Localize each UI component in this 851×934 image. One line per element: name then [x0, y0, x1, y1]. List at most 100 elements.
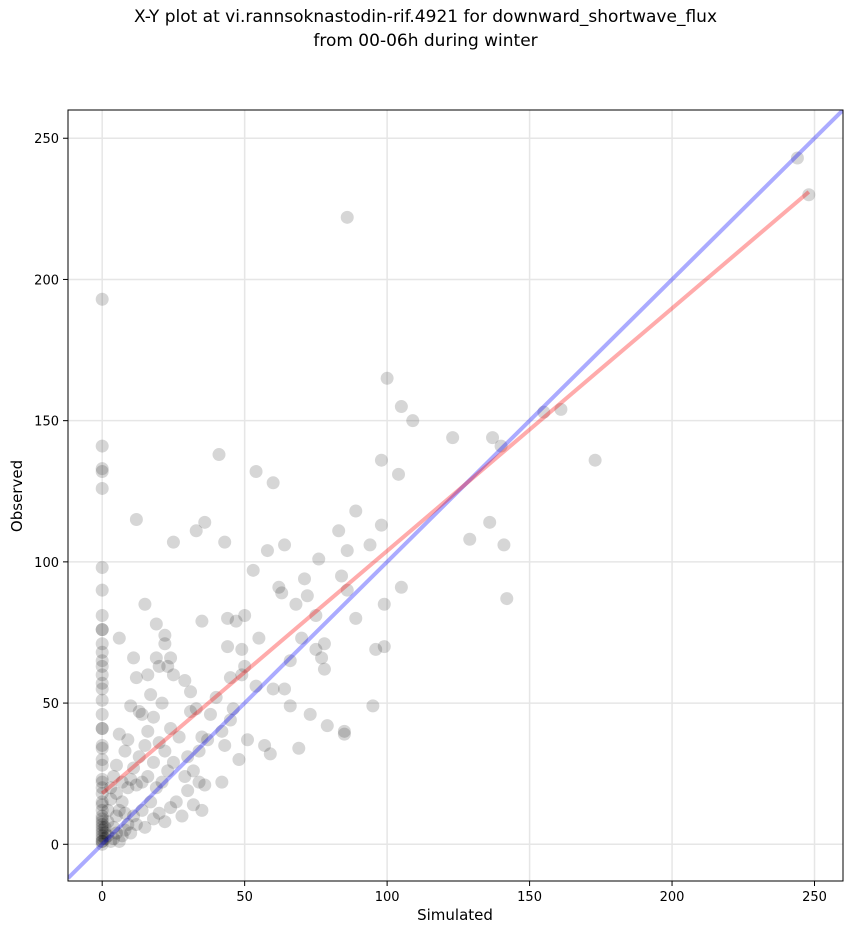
data-point [377, 640, 391, 654]
data-point [218, 535, 232, 549]
y-tick-label: 150 [34, 415, 59, 430]
data-point [337, 727, 351, 741]
data-point [446, 431, 460, 445]
data-point [164, 651, 178, 665]
data-point [109, 826, 123, 840]
data-point [124, 699, 138, 713]
data-point [95, 693, 109, 707]
data-point [172, 730, 186, 744]
data-point [303, 707, 317, 721]
x-tick-label: 150 [517, 890, 542, 905]
data-point [95, 834, 109, 848]
data-point [112, 803, 126, 817]
data-point [95, 623, 109, 637]
data-point [118, 744, 132, 758]
data-point [95, 818, 109, 832]
data-point [95, 741, 109, 755]
x-tick-label: 50 [236, 890, 253, 905]
data-point [312, 552, 326, 566]
data-point [226, 702, 240, 716]
data-point [184, 685, 198, 699]
data-point [101, 829, 115, 843]
data-point [497, 538, 511, 552]
data-point [380, 371, 394, 385]
data-point [152, 736, 166, 750]
data-point [483, 515, 497, 529]
data-point [95, 772, 109, 786]
data-point [121, 781, 135, 795]
data-point [266, 682, 280, 696]
x-tick-label: 200 [660, 890, 685, 905]
data-point [115, 829, 129, 843]
data-point [95, 707, 109, 721]
data-point [249, 679, 263, 693]
y-axis-label: Observed [8, 460, 26, 532]
data-point [132, 705, 146, 719]
data-point [332, 524, 346, 538]
y-axis-ticks: 0 50 100 150 200 250 [34, 132, 68, 853]
data-point [189, 524, 203, 538]
data-point [169, 795, 183, 809]
data-point [127, 651, 141, 665]
data-point [349, 504, 363, 518]
data-point [192, 775, 206, 789]
y-tick-label: 200 [34, 273, 59, 288]
data-point [221, 640, 235, 654]
x-tick-label: 0 [98, 890, 106, 905]
data-point [366, 699, 380, 713]
data-point [98, 832, 112, 846]
data-point [95, 292, 109, 306]
data-point [95, 721, 109, 735]
grid-lines [68, 110, 843, 881]
data-point [184, 705, 198, 719]
data-point [249, 464, 263, 478]
data-point [802, 188, 816, 202]
data-point [129, 513, 143, 527]
data-point [95, 721, 109, 735]
data-point [138, 597, 152, 611]
data-point [118, 806, 132, 820]
data-point [112, 727, 126, 741]
data-point [218, 738, 232, 752]
data-point [463, 532, 477, 546]
data-point [95, 561, 109, 575]
data-point [152, 806, 166, 820]
data-point [121, 733, 135, 747]
data-point [138, 738, 152, 752]
data-point [394, 580, 408, 594]
data-point [374, 518, 388, 532]
data-point [158, 637, 172, 651]
data-point [104, 792, 118, 806]
data-point [109, 786, 123, 800]
data-point [95, 583, 109, 597]
data-point [107, 820, 121, 834]
data-point [394, 400, 408, 414]
data-point [149, 651, 163, 665]
data-point [95, 820, 109, 834]
data-point [283, 699, 297, 713]
data-point [109, 809, 123, 823]
data-point [554, 402, 568, 416]
data-point [146, 755, 160, 769]
data-point [155, 696, 169, 710]
data-point [292, 741, 306, 755]
x-tick-label: 250 [802, 890, 827, 905]
data-point [337, 724, 351, 738]
data-point [95, 659, 109, 673]
data-point [158, 744, 172, 758]
data-point [363, 538, 377, 552]
data-point [112, 834, 126, 848]
chart-title-line2: from 00-06h during winter [313, 31, 538, 51]
data-point [315, 651, 329, 665]
data-point [115, 775, 129, 789]
y-tick-label: 50 [42, 697, 59, 712]
data-point [238, 659, 252, 673]
data-point [95, 682, 109, 696]
data-points [95, 151, 816, 851]
data-point [178, 673, 192, 687]
data-point [189, 702, 203, 716]
data-point [95, 834, 109, 848]
data-point [192, 744, 206, 758]
data-point [201, 733, 215, 747]
data-point [374, 453, 388, 467]
